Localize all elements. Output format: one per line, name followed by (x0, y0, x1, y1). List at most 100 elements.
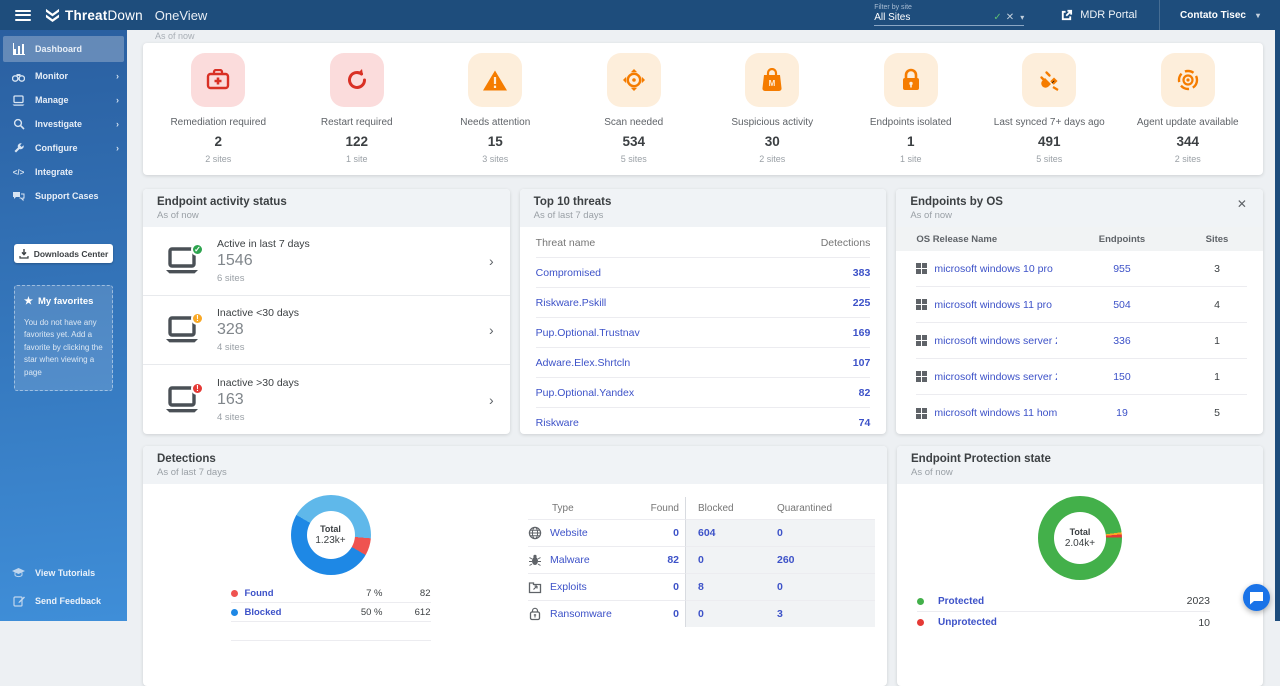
chevron-right-icon[interactable]: › (489, 253, 494, 269)
threat-row[interactable]: Riskware 74 (536, 407, 871, 434)
os-row[interactable]: microsoft windows 11 pro 504 4 (916, 287, 1247, 323)
stat-card-scan-needed[interactable]: Scan needed 534 5 sites (565, 53, 704, 175)
account-menu[interactable]: Contato Tisec ▾ (1160, 10, 1280, 21)
close-icon[interactable]: ✕ (1235, 196, 1249, 212)
threat-row[interactable]: Riskware.Pskill 225 (536, 287, 871, 317)
menu-icon[interactable] (15, 10, 31, 21)
quarantined-count[interactable]: 0 (765, 573, 875, 600)
threat-name-link[interactable]: Riskware.Pskill (536, 297, 607, 309)
threat-detections[interactable]: 82 (859, 387, 871, 399)
stat-card-suspicious-activity[interactable]: M Suspicious activity 30 2 sites (703, 53, 842, 175)
protection-donut-chart[interactable]: Total 2.04k+ (1038, 496, 1122, 580)
sidebar-item-manage[interactable]: Manage › (0, 88, 127, 112)
threat-name-link[interactable]: Adware.Elex.Shrtcln (536, 357, 631, 369)
blocked-count[interactable]: 8 (685, 573, 765, 600)
os-endpoints-count[interactable]: 955 (1057, 263, 1187, 275)
os-endpoints-count[interactable]: 150 (1057, 371, 1187, 383)
downloads-center-button[interactable]: Downloads Center (14, 244, 113, 263)
stat-card-remediation-required[interactable]: Remediation required 2 2 sites (149, 53, 288, 175)
threat-name-link[interactable]: Riskware (536, 417, 579, 429)
legend-row-unprotected[interactable]: Unprotected 10 (917, 612, 1210, 633)
activity-row-active[interactable]: ✓ Active in last 7 days 1546 6 sites › (143, 227, 510, 296)
os-endpoints-count[interactable]: 19 (1057, 407, 1187, 419)
threat-row[interactable]: Compromised 383 (536, 257, 871, 287)
type-row-exploits[interactable]: Exploits (528, 573, 627, 600)
legend-label[interactable]: Blocked (245, 607, 282, 618)
page-scrollbar[interactable] (1275, 30, 1280, 621)
stat-card-agent-update[interactable]: Agent update available 344 2 sites (1119, 53, 1258, 175)
quarantined-count[interactable]: 0 (765, 519, 875, 546)
detections-donut-chart[interactable]: Total 1.23k+ (291, 495, 371, 575)
threat-detections[interactable]: 169 (853, 327, 871, 339)
found-count[interactable]: 0 (627, 519, 685, 546)
threat-detections[interactable]: 383 (853, 267, 871, 279)
site-filter[interactable]: Filter by site All Sites ✓ ✕ ▾ (874, 4, 1024, 26)
sidebar-item-integrate[interactable]: </> Integrate (0, 160, 127, 184)
type-row-malware[interactable]: Malware (528, 546, 627, 573)
os-name-link[interactable]: microsoft windows 11 pro (934, 299, 1052, 311)
threat-row[interactable]: Adware.Elex.Shrtcln 107 (536, 347, 871, 377)
legend-row-blocked[interactable]: Blocked 50 % 612 (231, 603, 431, 622)
threat-detections[interactable]: 74 (859, 417, 871, 429)
threat-row[interactable]: Pup.Optional.Trustnav 169 (536, 317, 871, 347)
sidebar-item-dashboard[interactable]: Dashboard (3, 36, 124, 62)
sidebar-item-monitor[interactable]: Monitor › (0, 64, 127, 88)
send-feedback-link[interactable]: Send Feedback (0, 587, 127, 615)
filter-caret-icon[interactable]: ▾ (1020, 13, 1024, 22)
legend-label[interactable]: Protected (938, 596, 984, 607)
stat-card-restart-required[interactable]: Restart required 122 1 site (288, 53, 427, 175)
os-row[interactable]: microsoft windows server 2012 r2 standa.… (916, 359, 1247, 395)
chat-fab-button[interactable] (1243, 584, 1270, 611)
quarantined-count[interactable]: 260 (765, 546, 875, 573)
threat-name-link[interactable]: Pup.Optional.Trustnav (536, 327, 640, 339)
activity-row-inactive-30plus[interactable]: ! Inactive >30 days 163 4 sites › (143, 365, 510, 434)
chevron-right-icon[interactable]: › (489, 392, 494, 408)
os-endpoints-count[interactable]: 336 (1057, 335, 1187, 347)
clear-filter-icon[interactable]: ✕ (1006, 12, 1014, 23)
threat-row[interactable]: Pup.Optional.Yandex 82 (536, 377, 871, 407)
legend-row-protected[interactable]: Protected 2023 (917, 591, 1210, 612)
chevron-right-icon[interactable]: › (489, 322, 494, 338)
os-row[interactable]: microsoft windows 11 home single langu..… (916, 395, 1247, 431)
type-label[interactable]: Exploits (550, 581, 587, 593)
quarantined-count[interactable]: 3 (765, 600, 875, 627)
legend-label[interactable]: Unprotected (938, 617, 997, 628)
legend-row-cutoff[interactable] (231, 622, 431, 641)
os-name-link[interactable]: microsoft windows 10 pro (934, 263, 1052, 275)
threat-detections[interactable]: 107 (853, 357, 871, 369)
sidebar-item-configure[interactable]: Configure › (0, 136, 127, 160)
legend-row-found[interactable]: Found 7 % 82 (231, 584, 431, 603)
stat-card-needs-attention[interactable]: Needs attention 15 3 sites (426, 53, 565, 175)
type-label[interactable]: Ransomware (550, 608, 612, 620)
blocked-count[interactable]: 0 (685, 600, 765, 627)
blocked-count[interactable]: 604 (685, 519, 765, 546)
type-label[interactable]: Malware (550, 554, 590, 566)
os-row[interactable]: microsoft windows 10 pro 955 3 (916, 251, 1247, 287)
os-endpoints-count[interactable]: 504 (1057, 299, 1187, 311)
type-label[interactable]: Website (550, 527, 588, 539)
threat-name-link[interactable]: Pup.Optional.Yandex (536, 387, 634, 399)
apply-filter-icon[interactable]: ✓ (993, 12, 1001, 23)
found-count[interactable]: 82 (627, 546, 685, 573)
threat-detections[interactable]: 225 (853, 297, 871, 309)
sidebar-item-investigate[interactable]: Investigate › (0, 112, 127, 136)
os-name-link[interactable]: microsoft windows server 2012 r2 standa.… (934, 371, 1057, 383)
blocked-count[interactable]: 0 (685, 546, 765, 573)
found-count[interactable]: 0 (627, 573, 685, 600)
type-row-website[interactable]: Website (528, 519, 627, 546)
found-count[interactable]: 0 (627, 600, 685, 627)
os-name-link[interactable]: microsoft windows 11 home single langu..… (934, 407, 1057, 419)
view-tutorials-link[interactable]: View Tutorials (0, 559, 127, 587)
mdr-portal-link[interactable]: MDR Portal (1038, 9, 1159, 22)
site-filter-input[interactable]: All Sites (874, 12, 989, 23)
os-row[interactable]: microsoft windows server 2019 standard 3… (916, 323, 1247, 359)
type-row-ransomware[interactable]: Ransomware (528, 600, 627, 627)
stat-card-last-synced[interactable]: Last synced 7+ days ago 491 5 sites (980, 53, 1119, 175)
os-name-link[interactable]: microsoft windows server 2019 standard (934, 335, 1057, 347)
sidebar-item-support-cases[interactable]: Support Cases (0, 184, 127, 208)
stat-card-endpoints-isolated[interactable]: Endpoints isolated 1 1 site (842, 53, 981, 175)
brand-logo[interactable]: ThreatDown (45, 8, 143, 23)
threat-name-link[interactable]: Compromised (536, 267, 601, 279)
activity-row-inactive-30[interactable]: ! Inactive <30 days 328 4 sites › (143, 296, 510, 365)
legend-label[interactable]: Found (245, 588, 274, 599)
